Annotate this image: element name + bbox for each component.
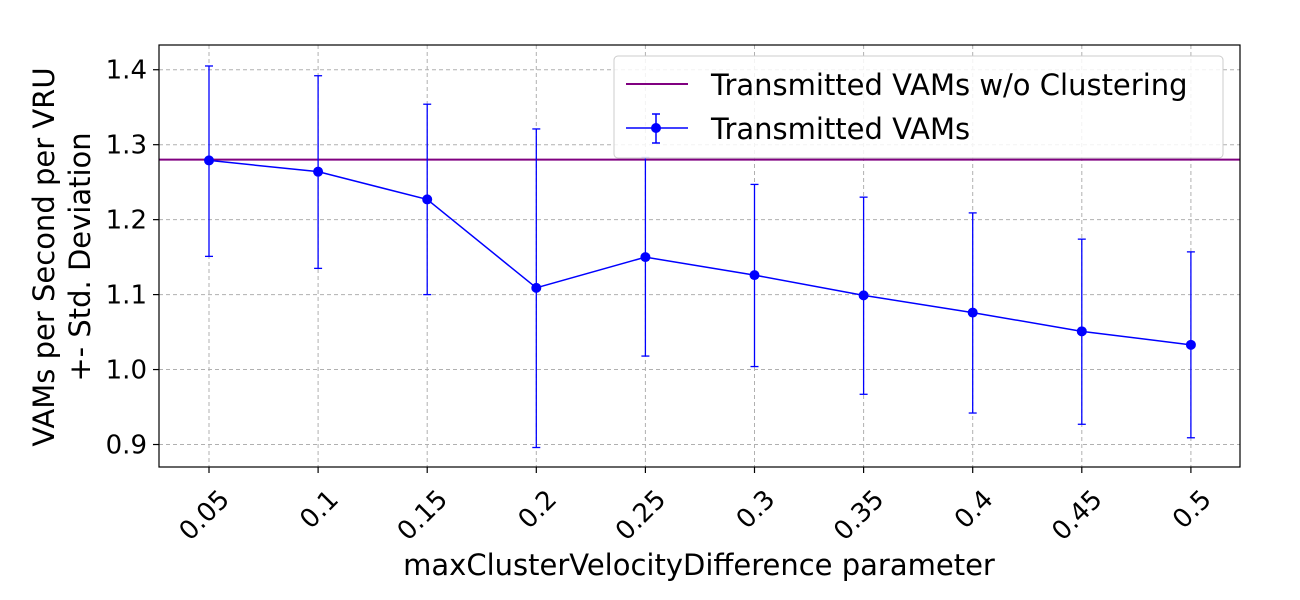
y-tick-label: 1.4: [106, 56, 147, 86]
x-tick-label: 0.4: [949, 485, 999, 535]
series-line: [208, 159, 1191, 346]
legend-box: [613, 55, 1224, 159]
plot-frame: [158, 44, 1241, 468]
y-axis-label-line2: +- Std. Deviation: [63, 132, 97, 381]
x-tick-label: 0.3: [731, 485, 781, 535]
x-tick-label: 0.2: [513, 485, 563, 535]
x-axis-label: maxClusterVelocityDifference parameter: [403, 548, 995, 582]
data-point: [640, 252, 651, 263]
y-tick-label: 1.3: [106, 131, 147, 161]
data-point: [1185, 339, 1196, 350]
y-axis-label: VAMs per Second per VRU +- Std. Deviatio…: [27, 67, 97, 446]
legend-reference-label: Transmitted VAMs w/o Clustering: [710, 68, 1188, 102]
y-tick-label: 1.0: [106, 356, 147, 386]
data-point: [1076, 326, 1087, 337]
legend: Transmitted VAMs w/o Clustering Transmit…: [613, 55, 1224, 159]
data-point: [422, 194, 433, 205]
x-tick-label: 0.25: [610, 485, 672, 547]
legend-series-label: Transmitted VAMs: [710, 112, 970, 146]
y-tick-label: 0.9: [106, 431, 147, 461]
x-tick-label: 0.45: [1046, 485, 1108, 547]
x-tick-label: 0.15: [392, 485, 454, 547]
x-tick-label: 0.05: [174, 485, 236, 547]
x-axis-ticks: 0.05 0.1 0.15 0.2 0.25 0.3 0.35 0.4 0.45 0.5: [174, 467, 1218, 547]
series-layer: [204, 155, 1196, 350]
y-axis-label-line1: VAMs per Second per VRU: [27, 67, 61, 446]
y-axis-ticks: 0.9 1.0 1.1 1.2 1.3 1.4: [106, 56, 159, 461]
data-point: [313, 166, 324, 177]
x-tick-label: 0.5: [1167, 485, 1217, 535]
legend-series-marker: [651, 123, 661, 133]
x-tick-label: 0.35: [828, 485, 890, 547]
data-point: [858, 290, 869, 301]
data-point: [967, 307, 978, 318]
x-tick-label: 0.1: [294, 485, 344, 535]
data-point: [749, 270, 760, 281]
data-point: [204, 155, 214, 166]
data-point: [531, 282, 542, 293]
y-tick-label: 1.1: [106, 281, 147, 311]
y-tick-label: 1.2: [106, 206, 147, 236]
